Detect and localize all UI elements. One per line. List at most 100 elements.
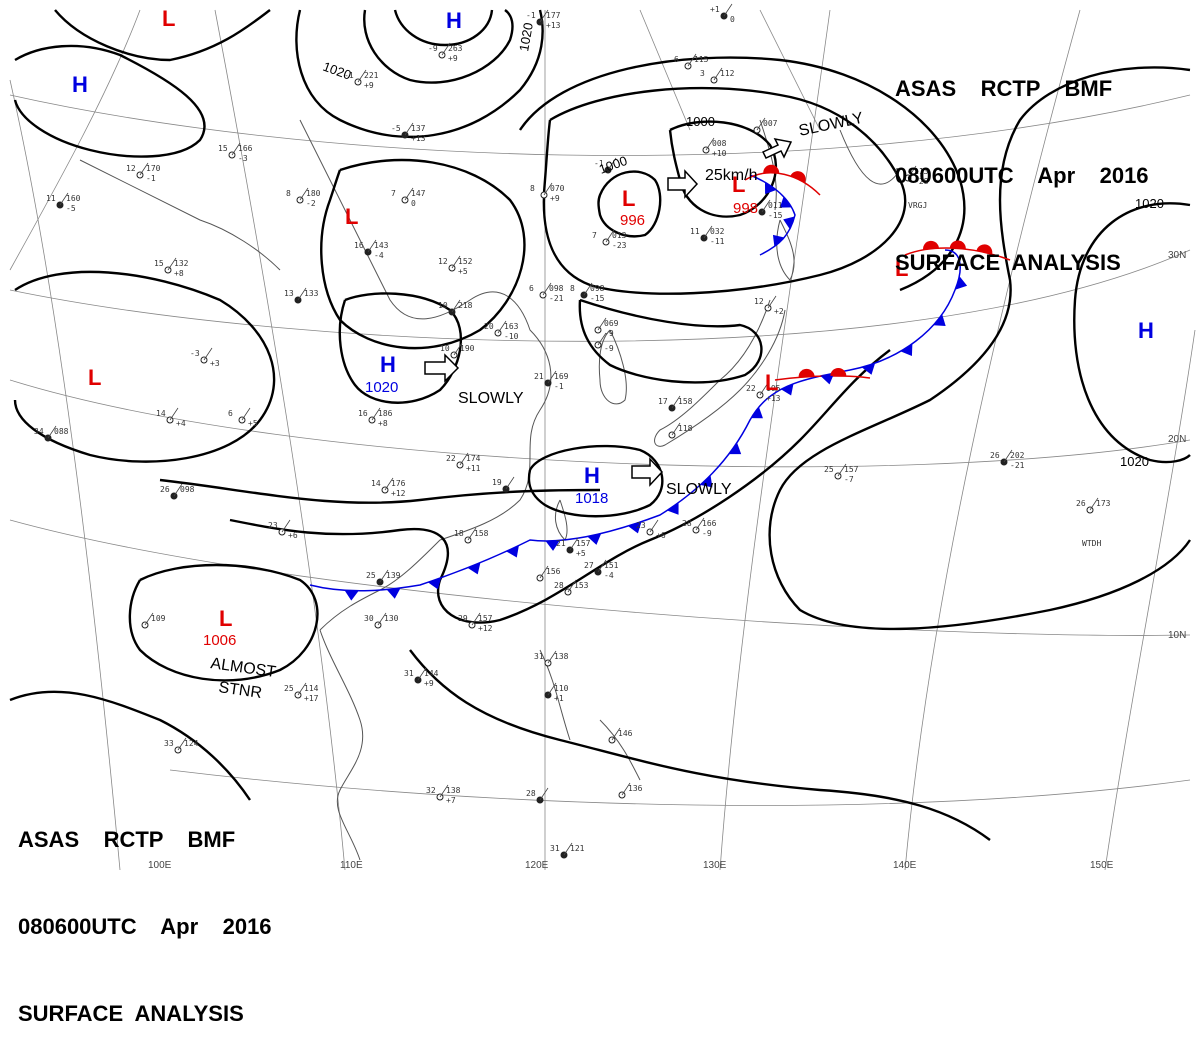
station-tendency: +6	[656, 531, 666, 540]
warm-front-north	[744, 172, 821, 196]
coast-indochina	[319, 629, 364, 861]
isobar	[409, 649, 991, 841]
coast-mongolia	[79, 159, 281, 271]
station-temp: 26	[160, 485, 170, 494]
cold-front-pip	[700, 475, 713, 488]
wind-barb	[177, 737, 187, 751]
isobar	[229, 349, 891, 624]
station-pressure: 138	[446, 786, 461, 795]
station-tendency: -23	[612, 241, 627, 250]
station-pressure: 121	[570, 844, 585, 853]
cold-front-pip	[861, 363, 876, 375]
wind-barb	[1089, 497, 1099, 511]
station-tendency: -21	[1010, 461, 1025, 470]
station-plot: -9 263+9	[428, 42, 463, 63]
station-plot: 25 114+17	[284, 682, 319, 703]
station-plot: 31 138	[534, 650, 569, 667]
header-line-title: SURFACE ANALYSIS	[18, 1001, 244, 1026]
station-tendency: +1	[554, 694, 564, 703]
grid-parallel-0	[169, 769, 1191, 806]
isobar	[159, 478, 601, 504]
station-plot: 14 +4	[156, 407, 186, 428]
isobar-label: 1020	[1120, 454, 1149, 469]
wind-barb	[371, 407, 381, 421]
station-temp: 22	[446, 454, 456, 463]
station-temp: 28	[526, 789, 536, 798]
wind-barb	[497, 320, 507, 334]
low-mongolia-symbol: L	[345, 204, 358, 229]
station-pressure: 143	[374, 241, 389, 250]
station-temp: -9	[428, 44, 438, 53]
note-stnr: STNR	[217, 679, 263, 702]
wind-barb	[241, 407, 251, 421]
station-plot: 26 202-21	[990, 449, 1025, 470]
grid-parallel-10n	[9, 519, 1191, 636]
station-plot: 28 153	[554, 579, 589, 596]
station-tendency: +13	[411, 134, 426, 143]
note-slowly: SLOWLY	[797, 110, 865, 140]
station-pressure: 011	[768, 201, 783, 210]
station-tendency: +9	[364, 81, 374, 90]
wind-barb	[569, 537, 579, 551]
motion-arrows	[424, 137, 793, 487]
station-pressure: 176	[391, 479, 406, 488]
coast-sakhalin	[759, 119, 777, 211]
station-tendency: -5	[66, 204, 76, 213]
wind-barb	[705, 137, 715, 151]
wind-barb	[597, 317, 607, 331]
station-plot: 30 130	[364, 612, 399, 629]
station-plot: 28	[526, 787, 549, 804]
station-pressure: 008	[712, 139, 727, 148]
wind-barb	[297, 682, 307, 696]
station-pressure: 069	[604, 319, 619, 328]
station-pressure: 110	[554, 684, 569, 693]
station-tendency: +12	[478, 624, 493, 633]
wind-barb	[1003, 449, 1013, 463]
isobar	[668, 120, 778, 218]
station-pressure: 152	[458, 257, 473, 266]
station-plot: 8 098-15	[570, 282, 605, 303]
station-plot: 12 170-1	[126, 162, 161, 183]
station-id: WTDH	[1082, 539, 1101, 548]
station-tendency: -11	[710, 237, 725, 246]
station-pressure: 007	[763, 119, 778, 128]
station-pressure: 158	[678, 397, 693, 406]
wind-barb	[417, 667, 427, 681]
low-north-b-symbol: L	[732, 172, 745, 197]
station-temp: 27	[584, 561, 594, 570]
station-tendency: +12	[391, 489, 406, 498]
lon-label: 120E	[525, 860, 549, 871]
wind-barb	[281, 519, 291, 533]
station-tendency: +2	[774, 307, 784, 316]
wind-barb	[671, 422, 681, 436]
cold-front-pip	[628, 521, 642, 534]
station-plot: 12 152+5	[438, 255, 473, 276]
station-pressure: 118	[678, 424, 693, 433]
station-pressure: 138	[554, 652, 569, 661]
station-temp: 31	[534, 652, 544, 661]
station-pressure: 115	[694, 55, 709, 64]
station-plot: 19	[492, 476, 515, 493]
motion-arrow	[424, 353, 460, 383]
wind-barb	[404, 122, 414, 136]
cold-front-pip	[779, 196, 793, 208]
isobar-label: 1020	[321, 59, 353, 83]
lon-label: 150E	[1090, 860, 1114, 871]
station-plot: -1 177+13	[526, 9, 561, 30]
grid-parallel-40n	[9, 94, 1191, 156]
wind-barb	[404, 187, 414, 201]
station-plot: 21 157+5	[556, 537, 591, 558]
station-pressure: 147	[411, 189, 426, 198]
warm-front-pip	[830, 367, 847, 377]
station-temp: 12	[126, 164, 136, 173]
low-west-symbol: L	[88, 365, 101, 390]
isobar	[128, 563, 319, 682]
station-temp: 12	[438, 257, 448, 266]
cold-front-pip	[772, 234, 785, 247]
wind-barb	[547, 650, 557, 664]
station-plot: -1	[594, 157, 617, 174]
wind-barb	[539, 565, 549, 579]
station-tendency: +8	[378, 419, 388, 428]
isobar	[578, 298, 763, 384]
